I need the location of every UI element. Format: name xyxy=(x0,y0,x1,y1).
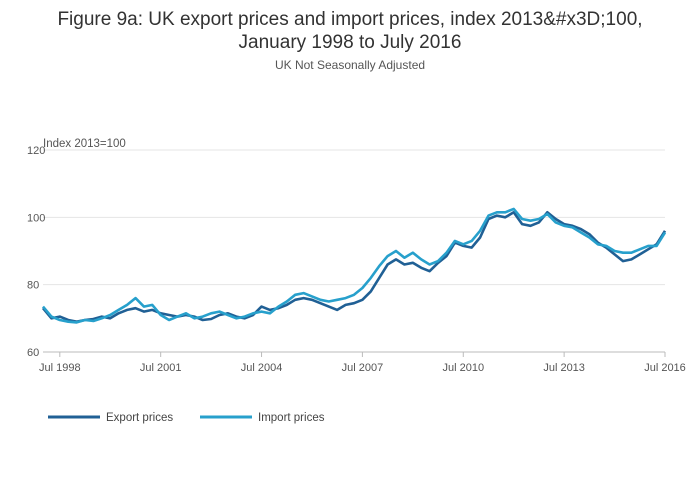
y-tick-label: 120 xyxy=(27,145,45,157)
series-line-export-prices xyxy=(42,211,667,323)
legend-label: Import prices xyxy=(258,412,325,424)
x-tick-label: Jul 2004 xyxy=(241,362,283,374)
series-line-import-prices xyxy=(42,207,667,324)
x-axis-ticks: Jul 1998 Jul 2001 Jul 2004 Jul 2007 Jul 2010… xyxy=(39,352,686,374)
x-tick-label: Jul 2016 xyxy=(644,362,686,374)
y-tick-label: 100 xyxy=(27,212,45,224)
series-lines xyxy=(42,207,667,324)
x-tick-label: Jul 2001 xyxy=(140,362,182,374)
y-tick-label: 60 xyxy=(27,347,39,359)
chart-title-line-1: Figure 9a: UK export prices and import p… xyxy=(57,9,643,30)
y-axis-ticks: 60 80 100 120 xyxy=(27,145,45,359)
legend-label: Export prices xyxy=(106,412,173,424)
x-tick-label: Jul 1998 xyxy=(39,362,81,374)
chart-title-line-2: January 1998 to July 2016 xyxy=(238,32,462,53)
chart-subtitle: UK Not Seasonally Adjusted xyxy=(274,58,426,72)
x-tick-label: Jul 2010 xyxy=(442,362,484,374)
x-tick-label: Jul 2007 xyxy=(342,362,384,374)
y-axis-label: Index 2013=100 xyxy=(43,138,126,150)
legend: Export prices Import prices xyxy=(48,412,325,424)
chart-title: Figure 9a: UK export prices and import p… xyxy=(0,8,700,54)
x-tick-label: Jul 2013 xyxy=(543,362,585,374)
gridlines xyxy=(43,149,665,353)
y-tick-label: 80 xyxy=(27,280,39,292)
